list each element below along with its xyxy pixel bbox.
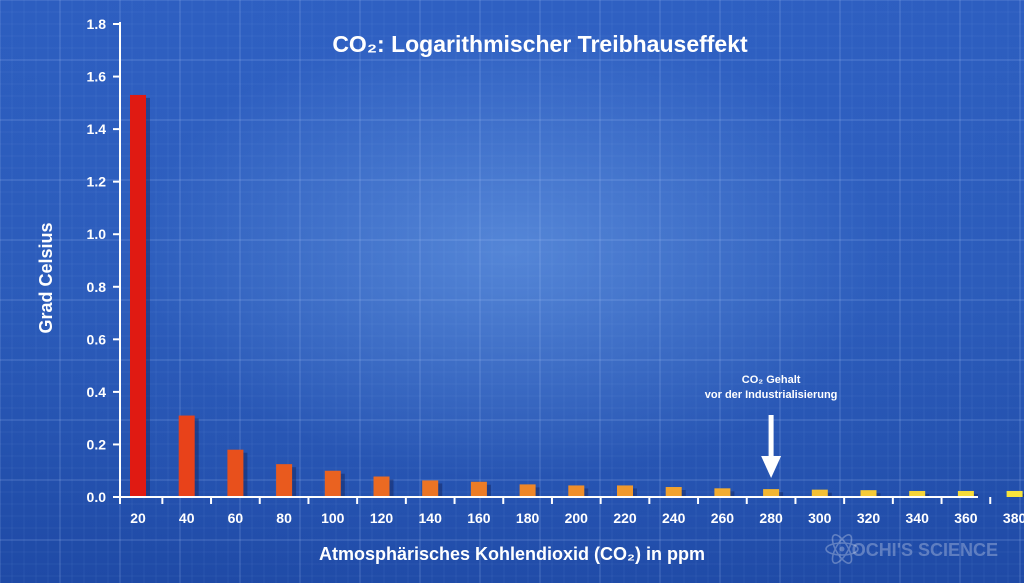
- bar: [130, 94, 146, 497]
- x-tick-label: 160: [467, 510, 491, 526]
- x-tick-label: 180: [516, 510, 540, 526]
- x-tick-label: 360: [954, 510, 978, 526]
- x-tick-label: 200: [565, 510, 589, 526]
- bar: [227, 449, 244, 497]
- bar: [957, 490, 974, 497]
- annotation-label: vor der Industrialisierung: [705, 389, 838, 401]
- bar: [470, 481, 487, 497]
- x-tick-label: 300: [808, 510, 832, 526]
- x-tick-label: 80: [276, 510, 292, 526]
- x-tick-label: 340: [906, 510, 930, 526]
- x-tick-label: 320: [857, 510, 881, 526]
- x-tick-label: 280: [759, 510, 783, 526]
- chart-title: CO₂: Logarithmischer Treibhauseffekt: [332, 31, 748, 57]
- y-tick-label: 0.2: [87, 436, 107, 452]
- x-tick-label: 60: [228, 510, 244, 526]
- bar: [373, 476, 390, 497]
- x-tick-label: 20: [130, 510, 146, 526]
- bar: [178, 415, 195, 497]
- watermark: OCHI'S SCIENCE: [852, 540, 998, 560]
- y-tick-label: 1.4: [87, 121, 107, 137]
- y-tick-label: 0.6: [87, 331, 107, 347]
- y-tick-label: 0.8: [87, 279, 107, 295]
- down-arrow-icon: [761, 415, 782, 478]
- atom-logo-icon: [825, 534, 859, 564]
- bar: [714, 488, 731, 497]
- y-tick-label: 1.0: [87, 226, 107, 242]
- y-tick-label: 0.0: [87, 489, 107, 505]
- x-tick-label: 220: [613, 510, 637, 526]
- y-axis-title: Grad Celsius: [36, 222, 56, 333]
- annotation-label: CO₂ Gehalt: [742, 374, 801, 386]
- bar: [519, 484, 536, 497]
- bar: [1006, 490, 1023, 497]
- y-tick-label: 1.6: [87, 69, 107, 85]
- x-tick-label: 120: [370, 510, 394, 526]
- x-tick-label: 380: [1003, 510, 1024, 526]
- bar: [324, 470, 341, 497]
- x-tick-label: 40: [179, 510, 195, 526]
- bar: [276, 464, 293, 497]
- x-tick-label: 240: [662, 510, 686, 526]
- x-tick-label: 100: [321, 510, 345, 526]
- bar: [617, 485, 633, 497]
- bar: [860, 490, 877, 497]
- y-tick-label: 0.4: [87, 384, 107, 400]
- bar: [665, 487, 682, 497]
- x-axis-title: Atmosphärisches Kohlendioxid (CO₂) in pp…: [319, 544, 705, 564]
- bar: [568, 485, 585, 497]
- x-tick-label: 140: [419, 510, 443, 526]
- y-tick-label: 1.8: [87, 16, 107, 32]
- x-tick-label: 260: [711, 510, 735, 526]
- bar: [763, 489, 780, 497]
- y-tick-label: 1.2: [87, 174, 107, 190]
- bar: [811, 489, 828, 497]
- bar: [422, 480, 439, 497]
- bar: [909, 490, 926, 497]
